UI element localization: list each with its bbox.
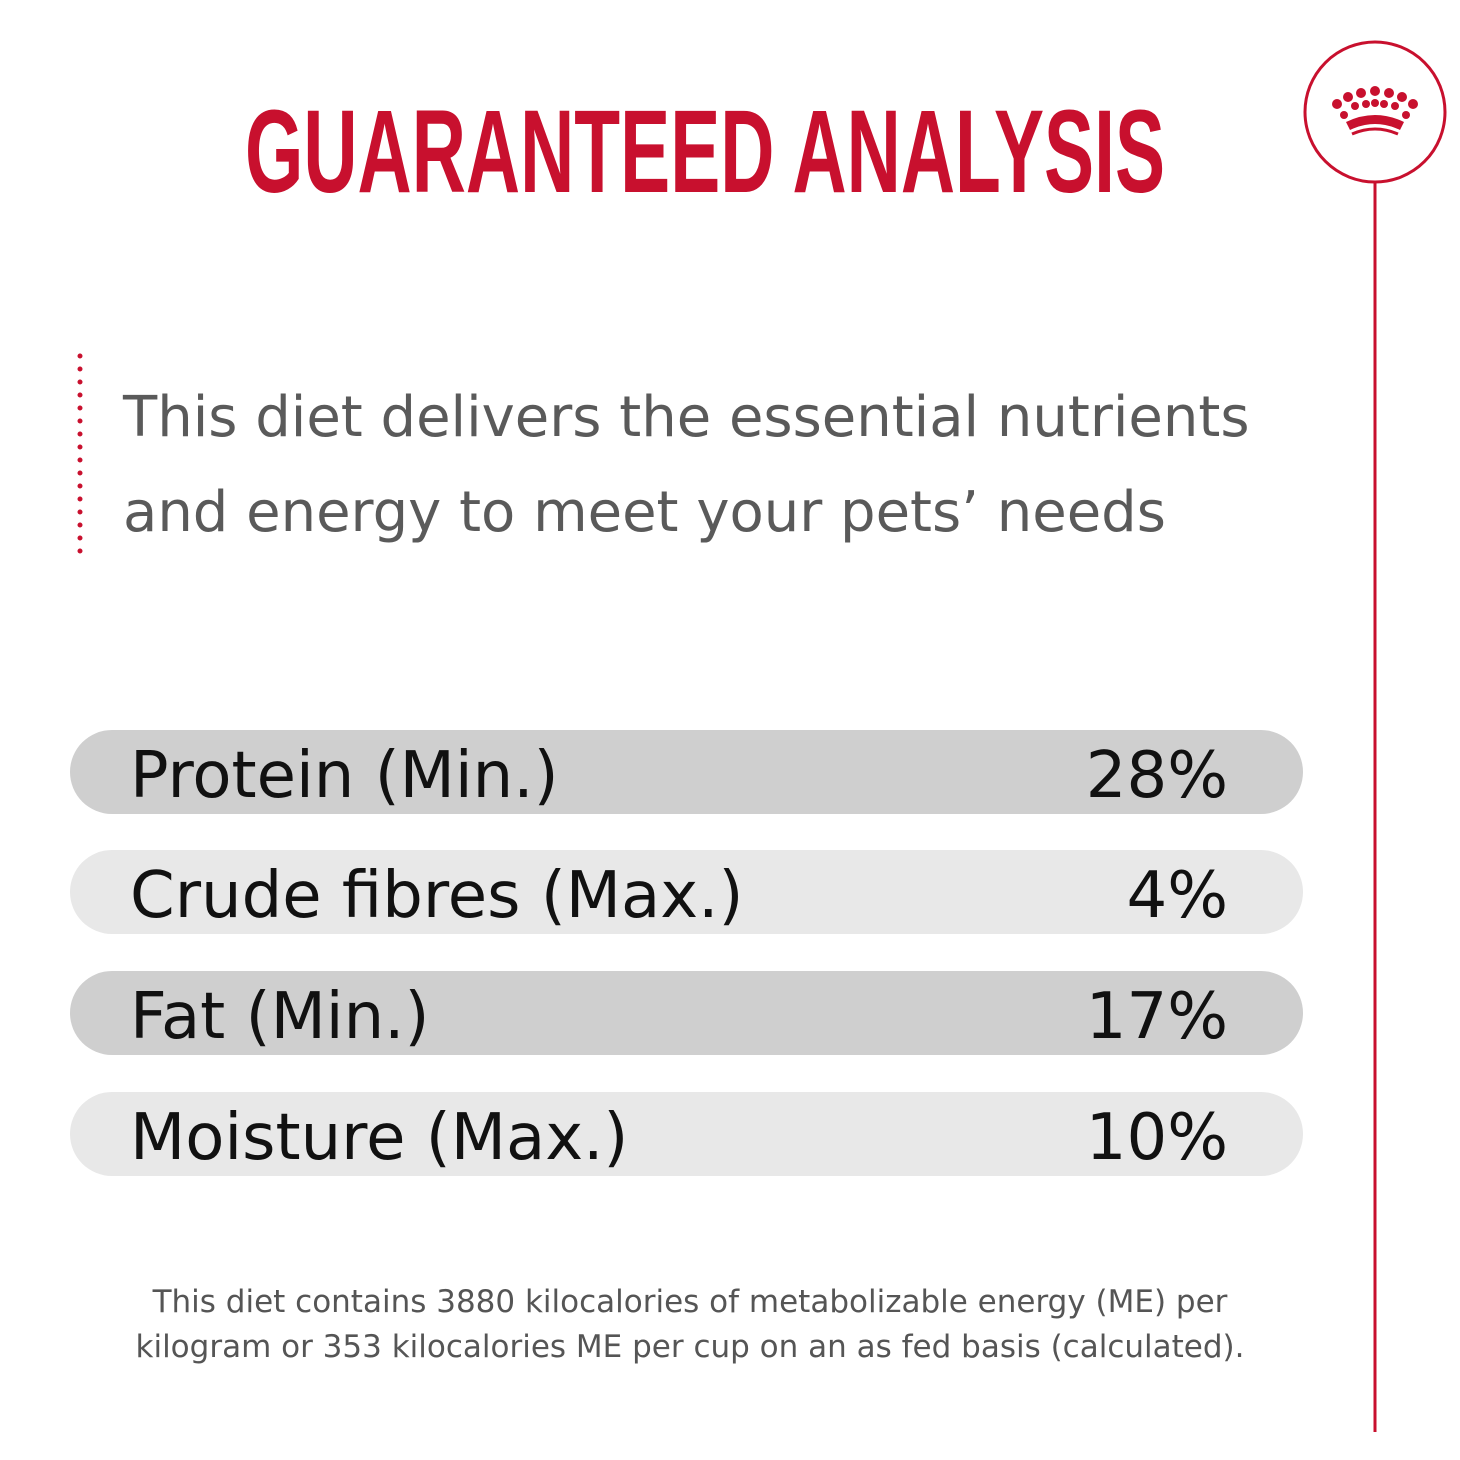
title: GUARANTEED ANALYSIS	[245, 86, 1165, 218]
row-label: Fat (Min.)	[130, 980, 429, 1054]
row-label: Protein (Min.)	[130, 739, 559, 813]
footnote-line: kilogram or 353 kilocalories ME per cup …	[136, 1329, 1245, 1365]
row-background	[70, 730, 1303, 814]
row-value: 4%	[1126, 859, 1228, 933]
row-background	[70, 1092, 1303, 1176]
row-value: 28%	[1086, 739, 1228, 813]
intro-line: This diet delivers the essential nutrien…	[122, 385, 1250, 450]
row-value: 17%	[1086, 980, 1228, 1054]
footnote-line: This diet contains 3880 kilocalories of …	[152, 1284, 1228, 1320]
row-label: Moisture (Max.)	[130, 1101, 628, 1175]
intro-line: and energy to meet your pets’ needs	[123, 480, 1166, 545]
brand-logo	[1303, 40, 1447, 184]
row-label: Crude fibres (Max.)	[130, 859, 743, 933]
row-value: 10%	[1086, 1101, 1228, 1175]
row-background	[70, 850, 1303, 934]
row-background	[70, 971, 1303, 1055]
